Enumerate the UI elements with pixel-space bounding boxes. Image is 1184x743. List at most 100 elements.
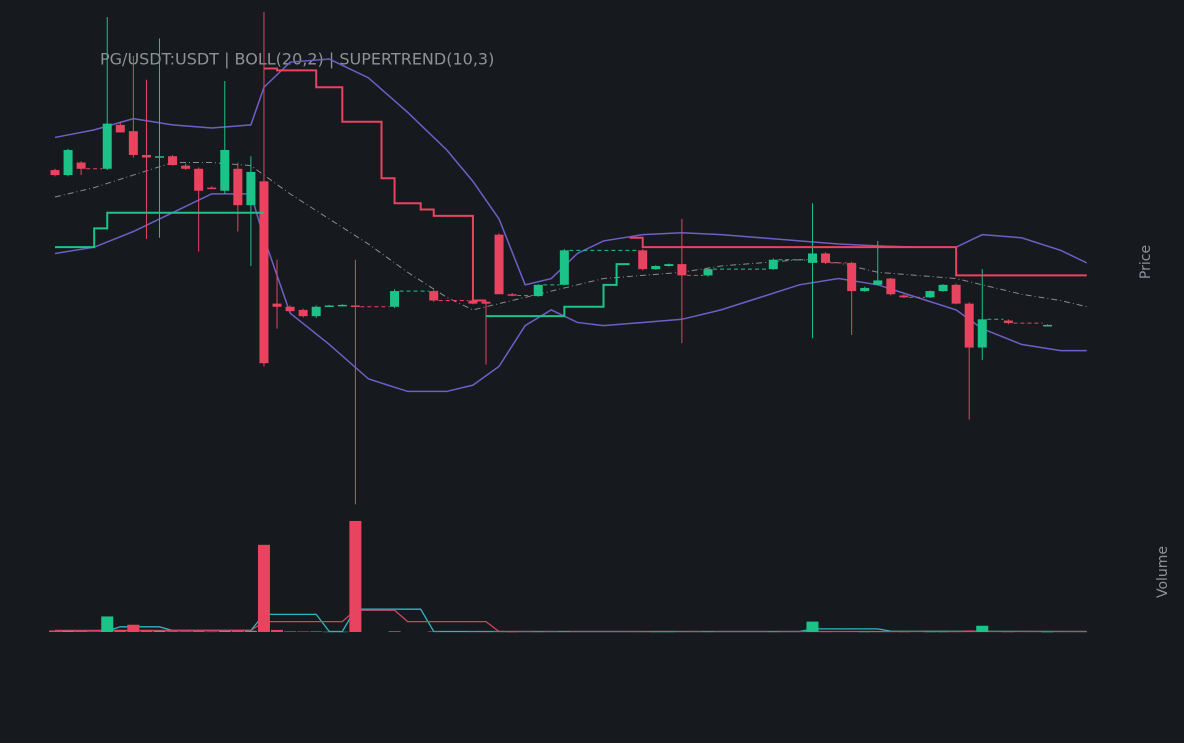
candle-body — [50, 170, 60, 176]
candle-body — [259, 181, 269, 364]
volume-bar — [636, 631, 649, 633]
volume-bar — [858, 631, 871, 633]
candle-body — [272, 303, 282, 307]
candle-body — [507, 294, 517, 296]
volume-bar — [845, 631, 858, 632]
candle-body — [154, 156, 164, 158]
candle-body — [821, 253, 831, 263]
candle-body — [350, 305, 360, 308]
candle-body — [481, 301, 491, 304]
candle-body — [311, 306, 321, 317]
volume-bar — [323, 631, 336, 633]
volume-bar — [924, 631, 937, 633]
candle-body — [102, 123, 112, 169]
candle-body — [390, 291, 400, 307]
volume-bar — [49, 630, 61, 632]
y-axis-label: Price — [1138, 245, 1154, 279]
volume-bar — [675, 631, 688, 632]
supertrend-down — [263, 67, 1087, 302]
candle-body — [899, 295, 909, 298]
volume-bar — [62, 630, 75, 632]
line-layer — [55, 67, 1087, 318]
volume-bar — [153, 630, 166, 632]
candle-body — [285, 306, 295, 312]
volume-bar — [950, 631, 963, 633]
candle-body — [938, 284, 948, 292]
volume-bar — [310, 631, 323, 632]
volume-bar — [963, 630, 976, 632]
candle-body — [233, 168, 243, 206]
candle-body — [925, 291, 935, 298]
volume-bar — [1002, 631, 1015, 633]
candle-body — [638, 250, 648, 270]
candle-body — [533, 284, 543, 297]
volume-bar — [493, 630, 506, 632]
volume-bar — [166, 631, 179, 632]
volume-bar — [257, 544, 270, 632]
candle-body — [76, 162, 86, 169]
volume-bar — [466, 631, 479, 633]
volume-line — [55, 609, 1087, 633]
candle-body — [951, 284, 961, 304]
volume-line — [55, 608, 1087, 633]
volume-axis-label: Volume — [1155, 546, 1171, 598]
candle-body — [807, 253, 817, 263]
candle-body — [207, 187, 217, 190]
candle-body — [664, 264, 674, 266]
candle-body — [115, 124, 125, 133]
candle-body — [246, 171, 256, 206]
candle-body — [429, 291, 439, 301]
bollinger-upper — [54, 58, 1088, 286]
volume-bar — [244, 630, 257, 632]
candle-body — [181, 165, 191, 169]
candle-body — [886, 278, 896, 295]
volume-bar — [662, 631, 675, 633]
volume-bar — [819, 631, 832, 633]
volume-bar — [871, 631, 884, 633]
candle-body — [860, 287, 870, 292]
candle-body — [63, 149, 73, 176]
candle-body — [324, 305, 334, 308]
volume-bar — [205, 631, 218, 633]
volume-bar — [649, 631, 662, 633]
volume-bar — [140, 629, 153, 632]
volume-bar — [1041, 631, 1054, 633]
volume-bar — [558, 631, 571, 632]
volume-bar — [532, 631, 545, 633]
supertrend-up — [55, 211, 630, 318]
volume-bar — [114, 629, 127, 632]
volume-bar — [937, 631, 950, 633]
candle-body — [298, 309, 308, 317]
volume-bar — [506, 631, 519, 633]
candle-body — [1003, 320, 1013, 324]
volume-bar — [349, 520, 362, 632]
volume-bar — [297, 631, 310, 632]
volume-bar — [702, 631, 714, 633]
candle-body — [847, 262, 857, 292]
volume-bar — [479, 631, 492, 633]
bollinger-middle — [54, 162, 1087, 311]
volume-bar — [388, 631, 401, 632]
volume-bar — [127, 624, 140, 632]
volume-bar — [192, 630, 205, 632]
candle-body — [677, 264, 687, 276]
candle-body — [873, 280, 883, 285]
candle-body — [220, 149, 230, 191]
volume-bar — [101, 616, 114, 632]
candle-layer — [50, 12, 1053, 505]
chart-title: PG/USDT:USDT | BOLL(20,2) | SUPERTREND(1… — [100, 50, 494, 69]
volume-bar — [179, 631, 192, 632]
candle-body — [128, 131, 138, 155]
candle-body — [964, 303, 974, 348]
volume-bar — [218, 630, 231, 632]
candle-body — [768, 259, 778, 270]
volume-bar — [427, 631, 440, 632]
band-layer — [54, 58, 1088, 393]
volume-bar — [897, 631, 910, 633]
candle-body — [494, 234, 504, 295]
candle-body — [977, 319, 987, 348]
candle-body — [468, 300, 478, 304]
candle-body — [194, 168, 204, 191]
candle-body — [559, 250, 569, 285]
